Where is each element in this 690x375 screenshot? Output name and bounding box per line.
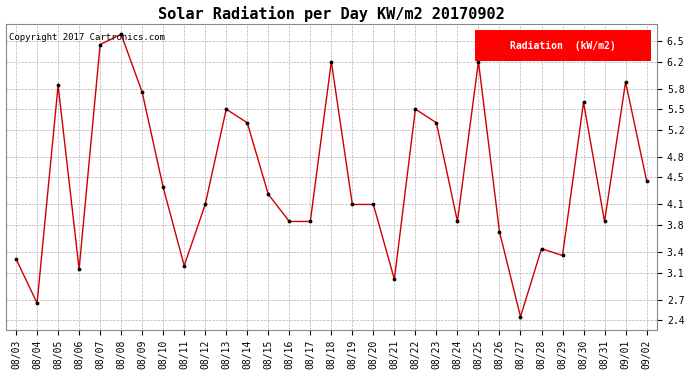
Text: Copyright 2017 Cartronics.com: Copyright 2017 Cartronics.com bbox=[9, 33, 165, 42]
Title: Solar Radiation per Day KW/m2 20170902: Solar Radiation per Day KW/m2 20170902 bbox=[158, 6, 504, 21]
